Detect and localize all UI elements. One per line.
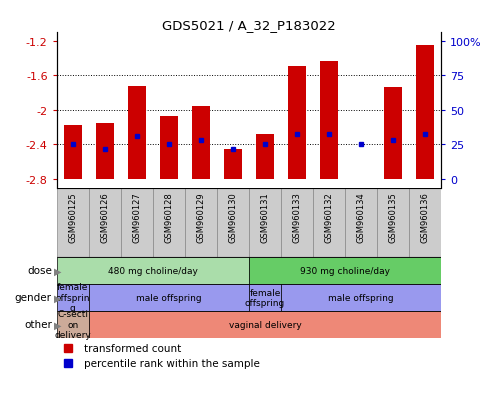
Bar [281,188,313,257]
Text: vaginal delivery: vaginal delivery [229,320,301,329]
Text: ▶: ▶ [54,266,62,276]
Text: transformed count: transformed count [84,343,181,353]
Bar [417,46,434,180]
Bar [224,150,242,180]
Bar [288,66,306,180]
Text: GSM960129: GSM960129 [196,192,206,242]
Text: GSM960126: GSM960126 [100,192,109,242]
Bar [345,188,377,257]
Bar [185,188,217,257]
Text: ▶: ▶ [54,320,62,330]
Bar [256,135,274,180]
Text: GSM960133: GSM960133 [292,192,302,242]
Text: percentile rank within the sample: percentile rank within the sample [84,358,259,368]
Bar [57,257,249,284]
Text: female
offspring: female offspring [245,288,285,307]
Bar [281,284,441,311]
Bar [385,87,402,180]
Bar [89,188,121,257]
Bar [121,188,153,257]
Bar [57,284,89,311]
Text: C-secti
on
delivery: C-secti on delivery [54,310,91,339]
Bar [153,188,185,257]
Bar [89,284,249,311]
Text: gender: gender [15,293,52,303]
Bar [160,116,177,180]
Text: GSM960132: GSM960132 [324,192,334,242]
Bar [313,188,345,257]
Text: GSM960135: GSM960135 [388,192,398,242]
Text: 930 mg choline/day: 930 mg choline/day [300,266,390,275]
Text: 480 mg choline/day: 480 mg choline/day [108,266,198,275]
Bar [217,188,249,257]
Bar [64,126,81,180]
Text: GSM960136: GSM960136 [421,192,430,242]
Text: ▶: ▶ [54,293,62,303]
Text: female
offsprin
g: female offsprin g [56,283,90,313]
Text: male offspring: male offspring [136,293,202,302]
Title: GDS5021 / A_32_P183022: GDS5021 / A_32_P183022 [162,19,336,32]
Text: GSM960125: GSM960125 [68,192,77,242]
Text: male offspring: male offspring [328,293,394,302]
Text: GSM960128: GSM960128 [164,192,174,242]
Bar [320,62,338,180]
Text: other: other [24,320,52,330]
Bar [57,311,89,338]
Bar [249,188,281,257]
Text: GSM960134: GSM960134 [356,192,366,242]
Text: GSM960130: GSM960130 [228,192,238,242]
Bar [249,284,281,311]
Bar [409,188,441,257]
Bar [249,257,441,284]
Bar [57,188,89,257]
Bar [192,106,210,180]
Text: GSM960131: GSM960131 [260,192,270,242]
Bar [96,123,113,180]
Bar [128,86,145,180]
Bar [377,188,409,257]
Text: dose: dose [27,266,52,276]
Text: GSM960127: GSM960127 [132,192,141,242]
